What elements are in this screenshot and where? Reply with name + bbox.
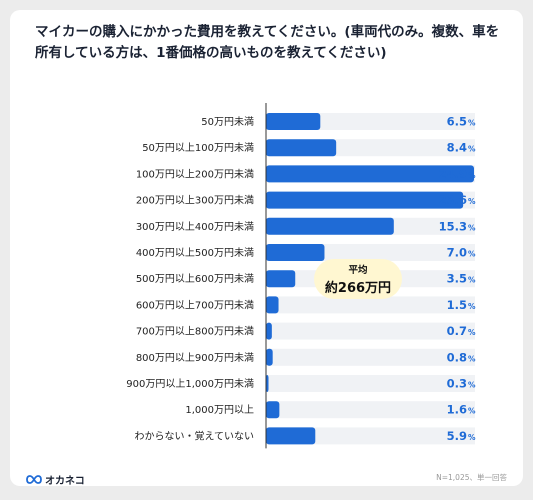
bar (266, 348, 273, 366)
value-unit-label: % (468, 407, 476, 416)
value-label: 8.4 (447, 141, 467, 155)
category-label: 500万円以上600万円未満 (136, 273, 254, 285)
bar-track (266, 322, 475, 340)
category-label: 50万円未満 (201, 116, 254, 128)
bar (266, 165, 474, 183)
bar-track (266, 296, 475, 314)
bar (266, 375, 269, 392)
value-label: 0.8 (447, 350, 467, 364)
bar (266, 139, 337, 157)
value-label: 1.5 (447, 298, 467, 312)
value-unit-label: % (468, 328, 476, 337)
category-label: 300万円以上400万円未満 (136, 221, 254, 233)
value-unit-label: % (468, 354, 476, 363)
value-label: 7.0 (447, 246, 467, 260)
brand-name: オカネコ (45, 476, 85, 487)
infinity-logo-icon (26, 475, 42, 484)
category-label: わからない・覚えていない (135, 429, 255, 442)
value-unit-label: % (468, 433, 476, 442)
bar (266, 427, 316, 445)
category-label: 800万円以上900万円未満 (136, 352, 254, 364)
category-label: 700万円以上800万円未満 (136, 326, 254, 338)
category-label: 200万円以上300万円未満 (136, 195, 254, 207)
average-value: 約266万円 (324, 281, 392, 296)
value-unit-label: % (468, 250, 476, 259)
category-label: 600万円以上700万円未満 (136, 299, 254, 311)
value-unit-label: % (468, 171, 476, 180)
value-label: 1.6 (447, 403, 467, 417)
bar (266, 191, 464, 209)
bar-track (266, 401, 475, 419)
value-label: 5.9 (447, 429, 467, 443)
bar (266, 296, 279, 314)
bar-track (266, 375, 475, 392)
bar (266, 401, 280, 419)
bar (266, 270, 296, 288)
value-unit-label: % (468, 145, 476, 154)
category-label: 50万円以上100万円未満 (142, 142, 254, 154)
value-unit-label: % (468, 119, 476, 128)
category-label: 100万円以上200万円未満 (136, 168, 254, 180)
bar (266, 217, 394, 235)
bar (266, 244, 325, 261)
value-label: 6.5 (447, 115, 467, 129)
bar-track (266, 427, 475, 445)
value-label: 24.9 (439, 167, 467, 181)
value-unit-label: % (468, 276, 476, 285)
category-label: 1,000万円以上 (185, 404, 254, 416)
bar (266, 322, 272, 340)
average-label: 平均 (348, 265, 368, 276)
value-label: 0.7 (447, 324, 467, 338)
value-unit-label: % (468, 197, 476, 206)
chart-title: マイカーの購入にかかった費用を教えてください。(車両代のみ。複数、車を所有してい… (35, 24, 500, 61)
brand-logo: オカネコ (26, 472, 85, 487)
average-badge: 平均 約266万円 (314, 259, 402, 299)
sample-footnote: N=1,025、単一回答 (436, 473, 507, 482)
bar-track (266, 348, 475, 366)
value-unit-label: % (468, 223, 476, 232)
value-label: 0.3 (447, 377, 467, 391)
value-unit-label: % (468, 381, 476, 390)
value-label: 15.3 (439, 219, 467, 233)
value-label: 23.6 (439, 193, 467, 207)
bar (266, 113, 321, 130)
value-unit-label: % (468, 302, 476, 311)
value-label: 3.5 (447, 272, 467, 286)
category-label: 900万円以上1,000万円未満 (126, 378, 254, 390)
category-label: 400万円以上500万円未満 (136, 247, 254, 259)
